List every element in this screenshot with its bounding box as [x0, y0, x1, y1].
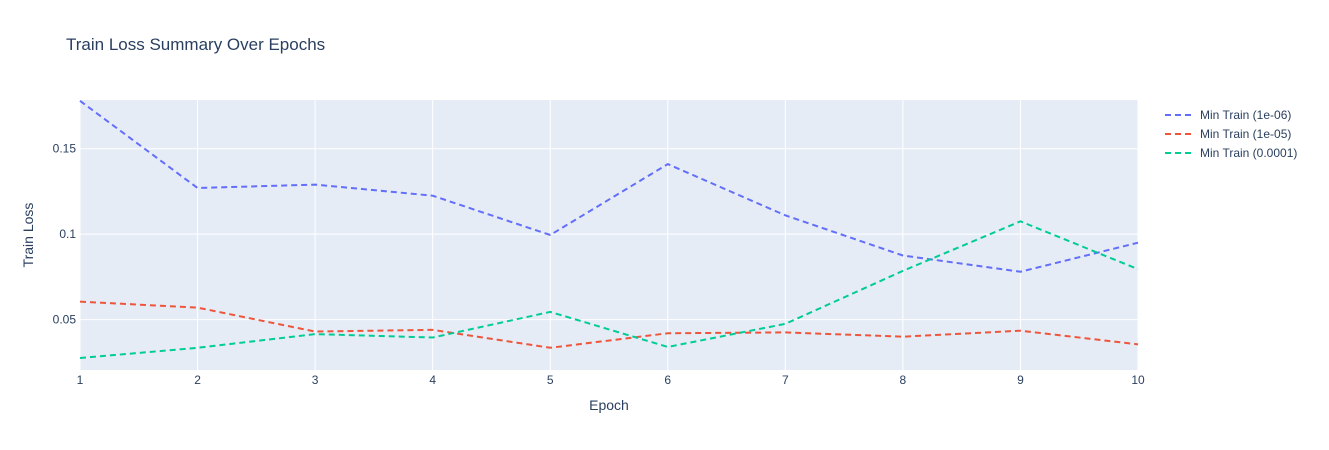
x-tick-label: 10 — [1131, 373, 1145, 387]
gridlines — [79, 100, 1139, 370]
x-tick-label: 5 — [547, 373, 554, 387]
series-line-1 — [79, 100, 1139, 273]
chart-title: Train Loss Summary Over Epochs — [66, 35, 325, 54]
plot-area — [80, 100, 1138, 370]
x-axis-label: Epoch — [589, 397, 629, 413]
series-lines — [79, 100, 1139, 360]
y-tick-label: 0.05 — [53, 313, 77, 327]
x-tick-label: 8 — [900, 373, 907, 387]
series-line-3 — [79, 220, 1139, 360]
legend: Min Train (1e-06) Min Train (1e-05) Min Tr… — [1165, 108, 1297, 160]
legend-item[interactable]: Min Train (1e-05) — [1165, 127, 1291, 141]
x-tick-label: 1 — [77, 373, 84, 387]
legend-item[interactable]: Min Train (0.0001) — [1165, 146, 1297, 160]
legend-label: Min Train (1e-06) — [1200, 108, 1291, 122]
x-tick-label: 7 — [782, 373, 789, 387]
y-tick-label: 0.15 — [53, 142, 77, 156]
x-axis-ticks: 1 2 3 4 5 6 7 8 9 10 — [77, 373, 1145, 387]
y-axis-label: Train Loss — [20, 203, 36, 268]
y-tick-label: 0.1 — [59, 227, 76, 241]
x-tick-label: 4 — [429, 373, 436, 387]
legend-label: Min Train (0.0001) — [1200, 146, 1297, 160]
legend-item[interactable]: Min Train (1e-06) — [1165, 108, 1291, 122]
legend-label: Min Train (1e-05) — [1200, 127, 1291, 141]
x-tick-label: 3 — [312, 373, 319, 387]
y-axis-ticks: 0.05 0.1 0.15 — [53, 142, 77, 327]
x-tick-label: 2 — [194, 373, 201, 387]
series-line-2 — [79, 300, 1139, 349]
x-tick-label: 9 — [1017, 373, 1024, 387]
x-tick-label: 6 — [664, 373, 671, 387]
